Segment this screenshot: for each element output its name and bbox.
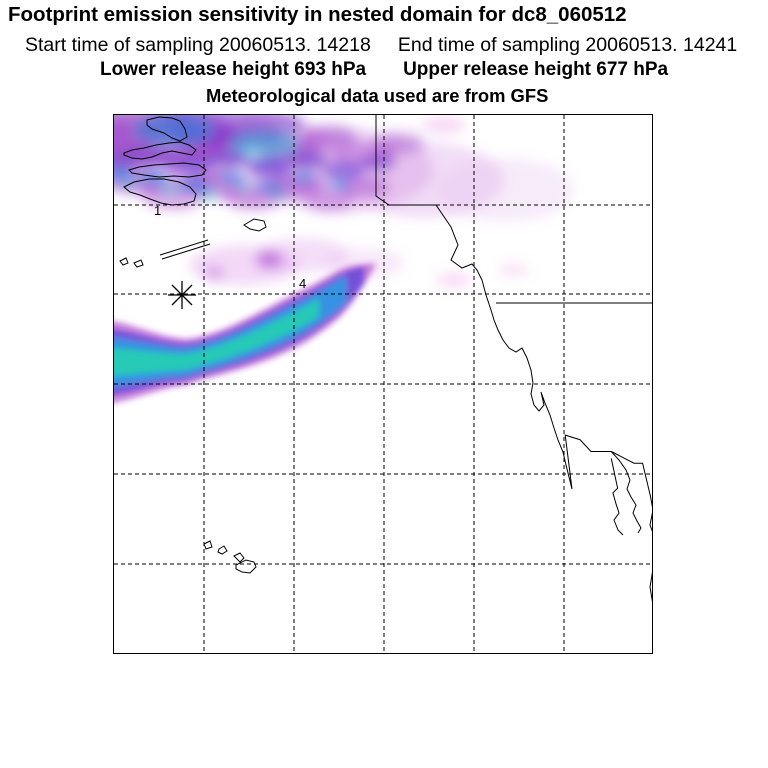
svg-text:4: 4: [299, 276, 306, 291]
svg-text:1: 1: [154, 203, 161, 218]
